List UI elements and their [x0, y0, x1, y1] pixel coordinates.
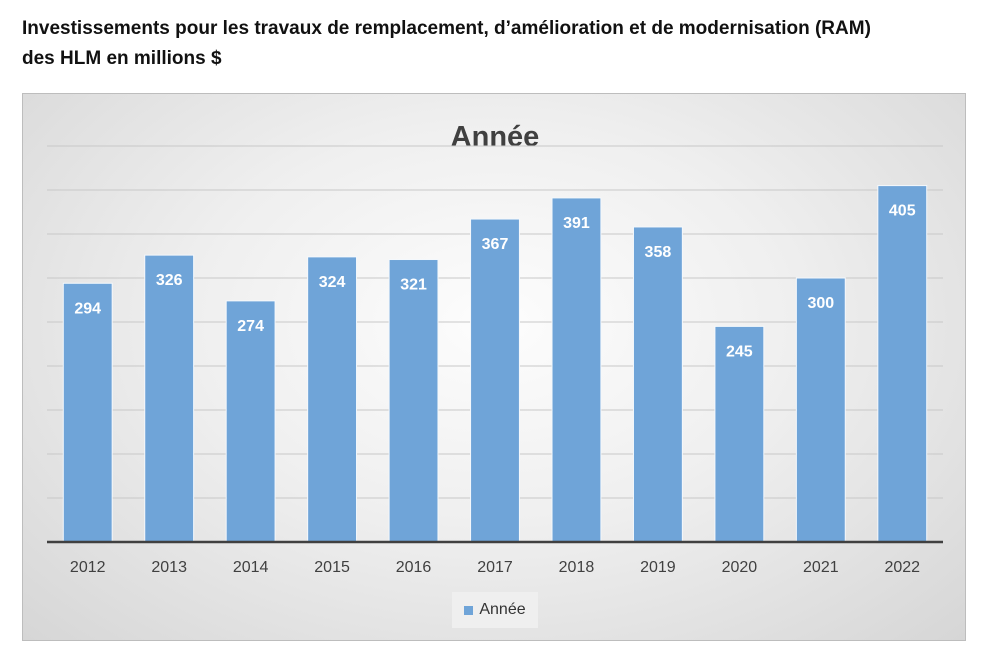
data-label: 245: [726, 343, 753, 360]
bar-2015: [307, 256, 358, 543]
data-label: 300: [807, 295, 834, 312]
bar-2016: [388, 259, 439, 543]
heading-line-2: des HLM en millions $: [22, 48, 222, 69]
heading-line-1: Investissements pour les travaux de remp…: [22, 18, 871, 39]
x-tick-label: 2021: [803, 559, 839, 576]
chart-area: Année 294 2012 326 2013 274 2014 324 2015 321 2016…: [22, 93, 966, 641]
x-tick-label: 2019: [640, 559, 676, 576]
bar-2022: [877, 185, 928, 543]
bar-2018: [551, 197, 602, 543]
bar-2020: [714, 325, 765, 543]
bar-chart: Année 294 2012 326 2013 274 2014 324 2015 321 2016…: [47, 121, 943, 576]
data-label: 358: [645, 244, 672, 261]
data-label: 324: [319, 274, 346, 291]
x-tick-label: 2018: [559, 559, 595, 576]
bar-2013: [144, 254, 195, 543]
x-tick-label: 2014: [233, 559, 269, 576]
data-label: 326: [156, 272, 183, 289]
bar-2017: [470, 218, 520, 543]
page-heading: Investissements pour les travaux de remp…: [22, 14, 972, 74]
bar-2021: [795, 277, 846, 543]
legend-swatch: [464, 605, 474, 615]
legend-label: Année: [479, 601, 526, 618]
bar-2014: [225, 300, 276, 543]
x-tick-label: 2022: [884, 559, 920, 576]
chart-title: Année: [451, 121, 540, 153]
data-label: 405: [889, 203, 916, 220]
bar-2019: [632, 226, 683, 543]
bar-2012: [62, 282, 113, 543]
x-tick-label: 2015: [314, 559, 350, 576]
x-tick-label: 2016: [396, 559, 432, 576]
data-label: 391: [563, 215, 590, 232]
data-label: 274: [237, 318, 264, 335]
data-label: 321: [400, 277, 427, 294]
x-tick-label: 2013: [151, 559, 187, 576]
x-tick-label: 2017: [477, 559, 513, 576]
data-label: 367: [482, 236, 509, 253]
chart-legend: Année: [452, 592, 538, 628]
x-tick-label: 2012: [70, 559, 106, 576]
x-tick-label: 2020: [722, 559, 758, 576]
data-label: 294: [74, 300, 101, 317]
